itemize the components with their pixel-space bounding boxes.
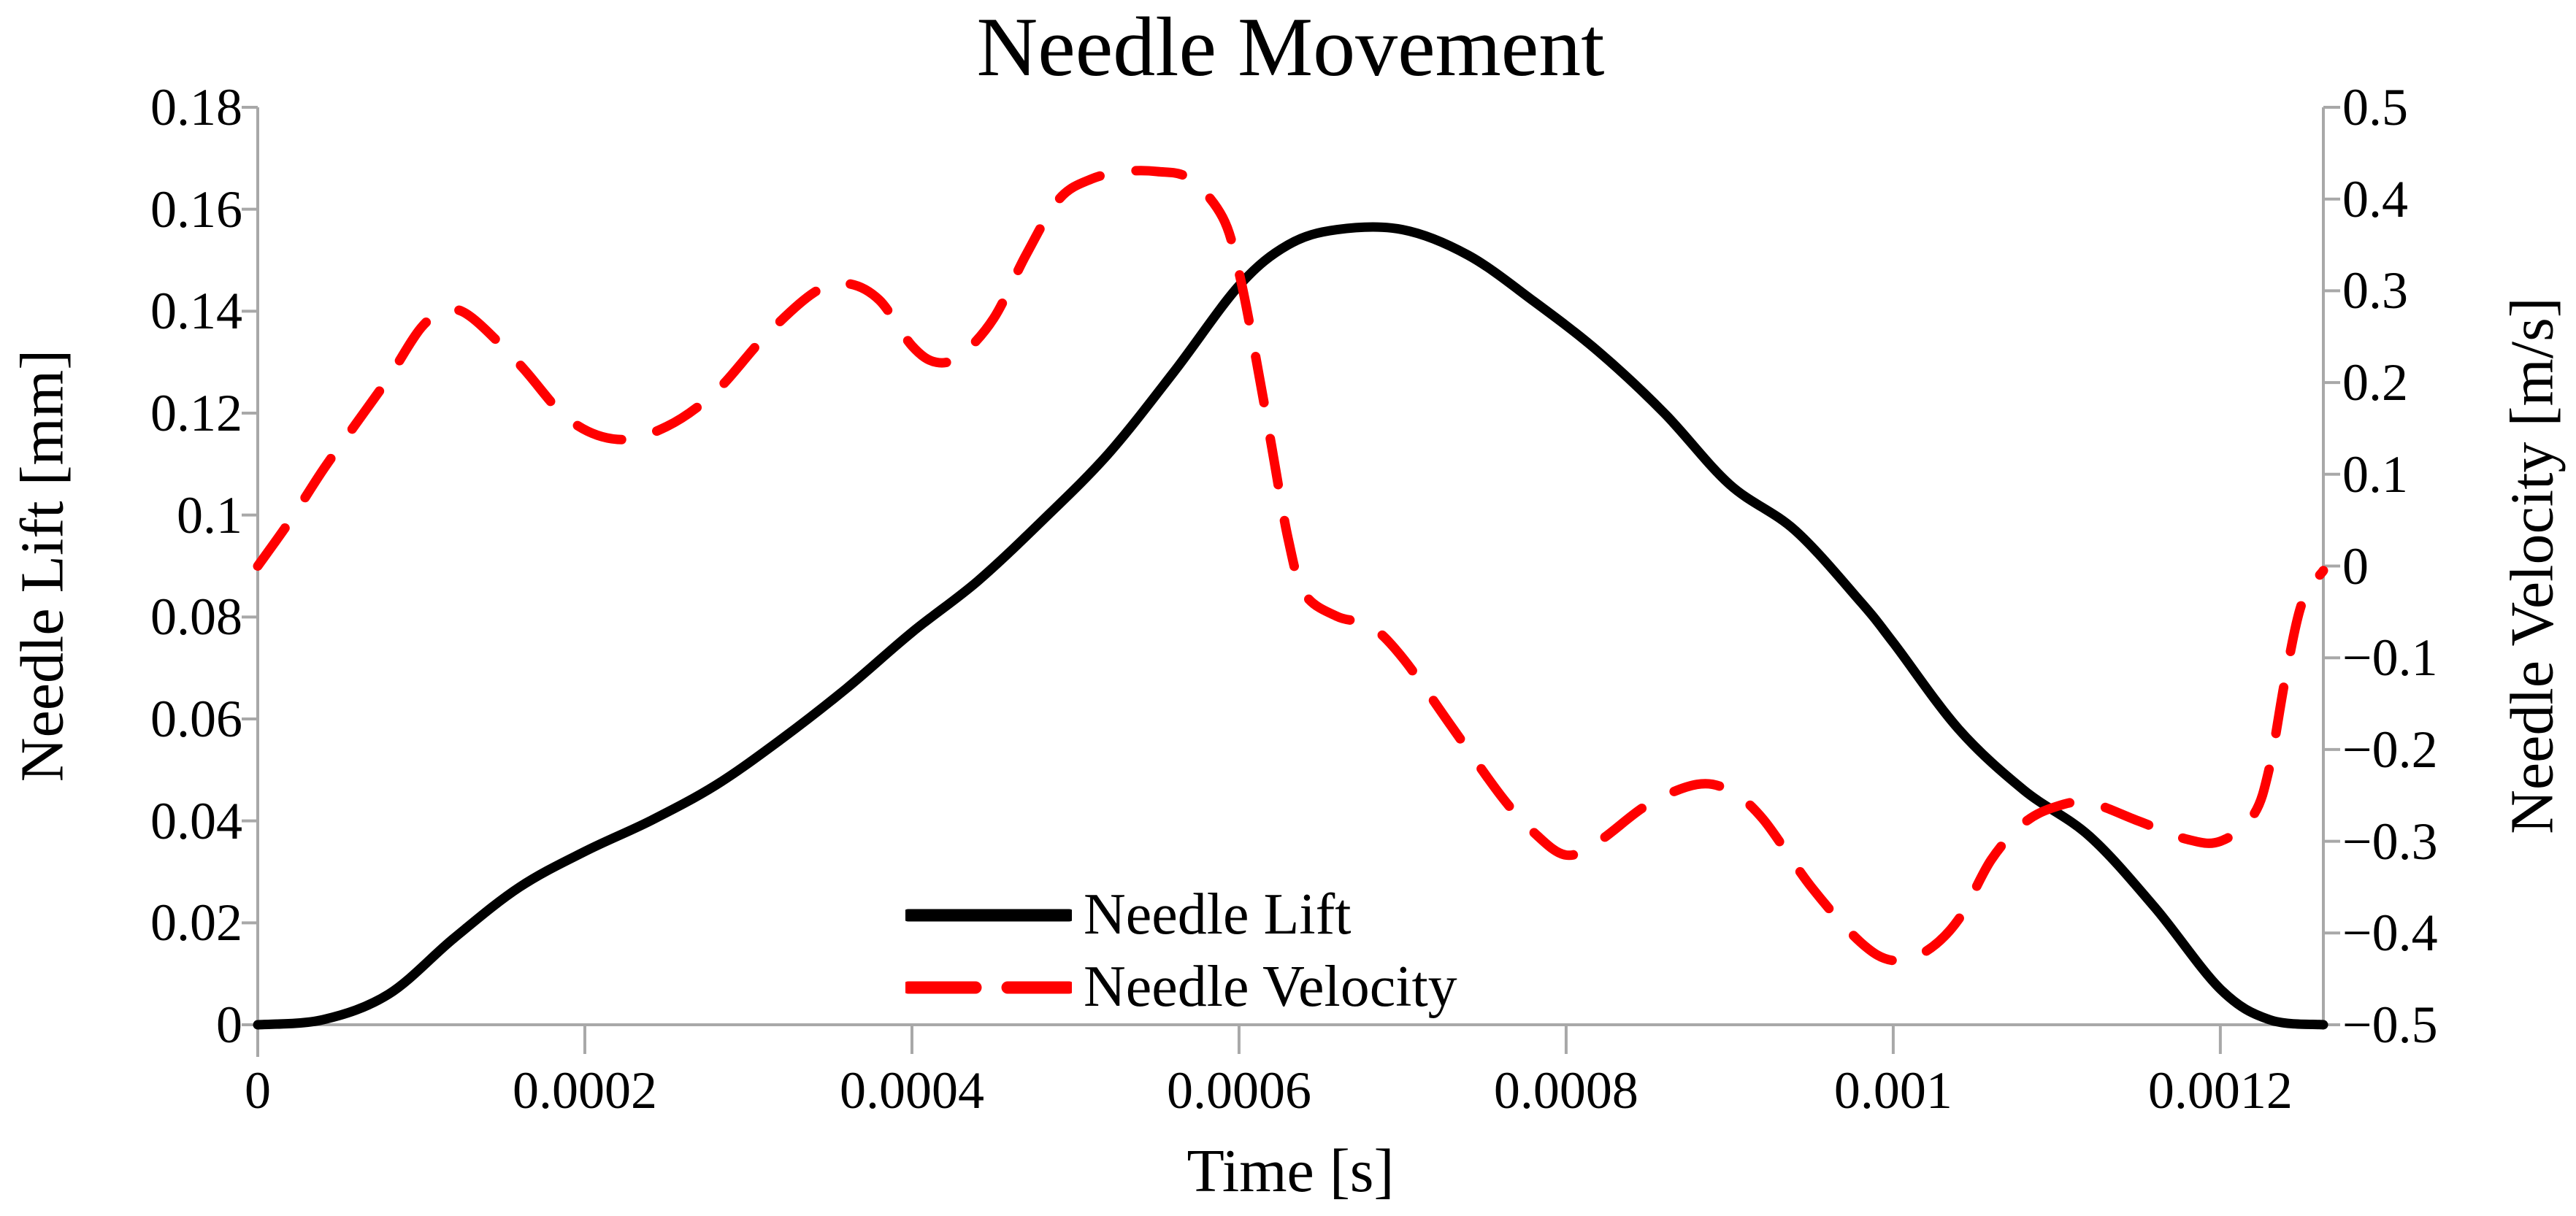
x-tick-label: 0.0008 — [1493, 1061, 1638, 1120]
x-axis-title: Time [s] — [1187, 1137, 1395, 1205]
y-right-tick-label: 0.3 — [2342, 261, 2408, 320]
y-left-tick-label: 0.1 — [177, 485, 242, 544]
y-left-tick-label: 0.06 — [150, 690, 242, 748]
y-left-tick-label: 0 — [216, 996, 242, 1054]
y-left-tick-label: 0.16 — [150, 180, 242, 239]
y-left-tick-label: 0.02 — [150, 893, 242, 953]
y-right-tick-label: 0 — [2342, 536, 2369, 596]
y-right-tick-label: 0.5 — [2342, 78, 2408, 136]
needle-velocity-line — [253, 166, 2328, 966]
y-right-tick-label: −0.5 — [2342, 996, 2438, 1054]
y-right-tick-label: −0.2 — [2342, 720, 2438, 779]
y-left-tick-label: 0.04 — [150, 791, 242, 850]
x-tick-label: 0 — [245, 1061, 271, 1120]
y-right-tick-label: −0.1 — [2342, 628, 2438, 688]
legend-label: Needle Velocity — [1084, 955, 1457, 1019]
x-tick-label: 0.0002 — [512, 1061, 657, 1120]
needle-lift-line — [253, 222, 2328, 1030]
x-tick-label: 0.0004 — [839, 1061, 984, 1120]
x-tick-label: 0.0012 — [2147, 1061, 2293, 1120]
y-left-tick-label: 0.08 — [150, 588, 242, 647]
dashed-line-swatch-icon — [905, 981, 1072, 993]
y-right-tick-label: −0.4 — [2342, 904, 2438, 963]
y-right-tick-label: −0.3 — [2342, 812, 2438, 871]
chart-title: Needle Movement — [976, 1, 1605, 94]
legend-item-needle-lift: Needle Lift — [905, 879, 1457, 951]
y-right-tick-label: 0.2 — [2342, 353, 2408, 412]
chart-legend: Needle Lift Needle Velocity — [905, 879, 1457, 1023]
legend-item-needle-velocity: Needle Velocity — [905, 951, 1457, 1023]
y-left-tick-label: 0.14 — [150, 282, 242, 341]
x-tick-label: 0.0006 — [1166, 1061, 1311, 1120]
y-right-tick-label: 0.1 — [2342, 445, 2408, 504]
x-tick-label: 0.001 — [1833, 1061, 1952, 1120]
legend-label: Needle Lift — [1084, 882, 1352, 947]
y-right-tick-label: 0.4 — [2342, 169, 2408, 228]
y-left-tick-label: 0.18 — [150, 78, 242, 136]
y-left-tick-label: 0.12 — [150, 384, 242, 442]
solid-line-swatch-icon — [905, 909, 1072, 921]
